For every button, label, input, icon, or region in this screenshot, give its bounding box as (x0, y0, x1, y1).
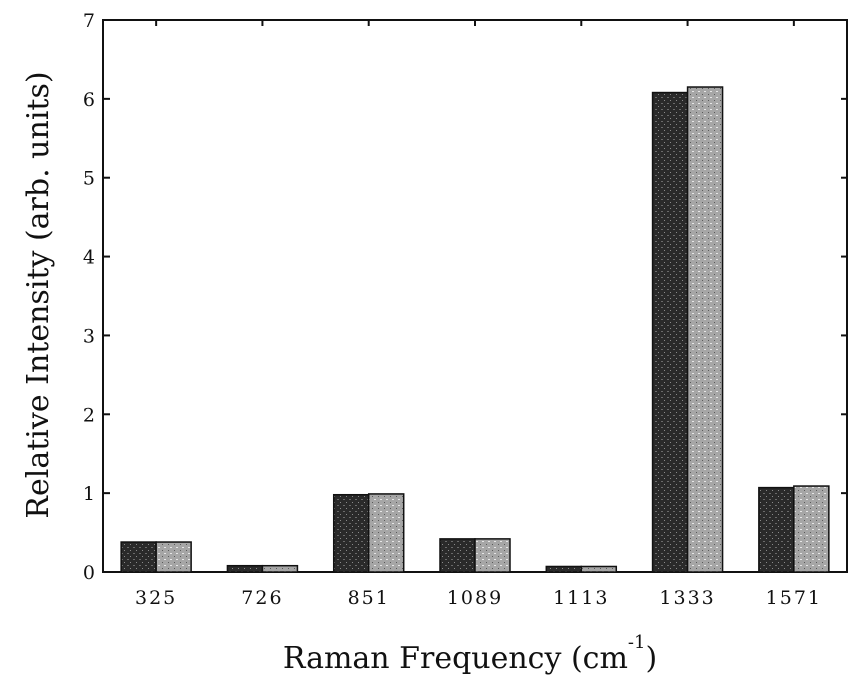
bar-1089-series-1 (439, 538, 476, 573)
y-tick-label: 2 (83, 404, 95, 426)
x-axis-ticks: 325 726 851 1089 1113 1333 1571 (135, 20, 822, 609)
bars (120, 86, 830, 573)
x-tick-label: 1113 (553, 587, 609, 609)
bar-1113-series-2 (580, 565, 618, 573)
bar-851-series-1 (332, 493, 370, 573)
y-tick-label: 0 (83, 562, 95, 584)
x-axis-title-sup: -1 (628, 632, 646, 653)
y-tick-label: 4 (83, 247, 95, 269)
plot-frame (102, 19, 848, 573)
bar-726-series-1 (226, 564, 264, 573)
x-tick-label: 726 (241, 587, 283, 609)
x-tick-label: 1333 (659, 587, 715, 609)
y-tick-label: 6 (83, 89, 95, 111)
x-axis-title-close: ) (645, 641, 657, 676)
bar-1089-series-2 (474, 538, 511, 573)
bar-1571-series-2 (793, 485, 830, 573)
y-axis-title: Relative Intensity (arb. units) (21, 71, 56, 518)
y-axis-ticks: 0 1 2 3 4 5 6 7 (83, 10, 847, 584)
bar-325-series-1 (120, 541, 157, 573)
x-tick-label: 325 (135, 587, 177, 609)
bar-325-series-2 (155, 541, 192, 573)
bar-851-series-2 (367, 493, 405, 573)
y-tick-label: 1 (83, 483, 95, 505)
x-tick-label: 1089 (447, 587, 503, 609)
bar-1113-series-1 (545, 565, 583, 573)
x-axis-title: Raman Frequency (cm-1) (283, 632, 657, 676)
y-tick-label: 7 (83, 10, 95, 32)
y-tick-label: 3 (83, 325, 95, 347)
x-axis-title-text: Raman Frequency (cm (283, 641, 628, 676)
bar-726-series-2 (261, 564, 299, 573)
plot-border (102, 19, 848, 573)
y-tick-label: 5 (83, 168, 95, 190)
x-tick-label: 1571 (766, 587, 822, 609)
bar-1333-series-2 (686, 86, 724, 573)
x-tick-label: 851 (348, 587, 390, 609)
bar-1333-series-1 (651, 91, 689, 573)
bar-1571-series-1 (758, 486, 795, 573)
